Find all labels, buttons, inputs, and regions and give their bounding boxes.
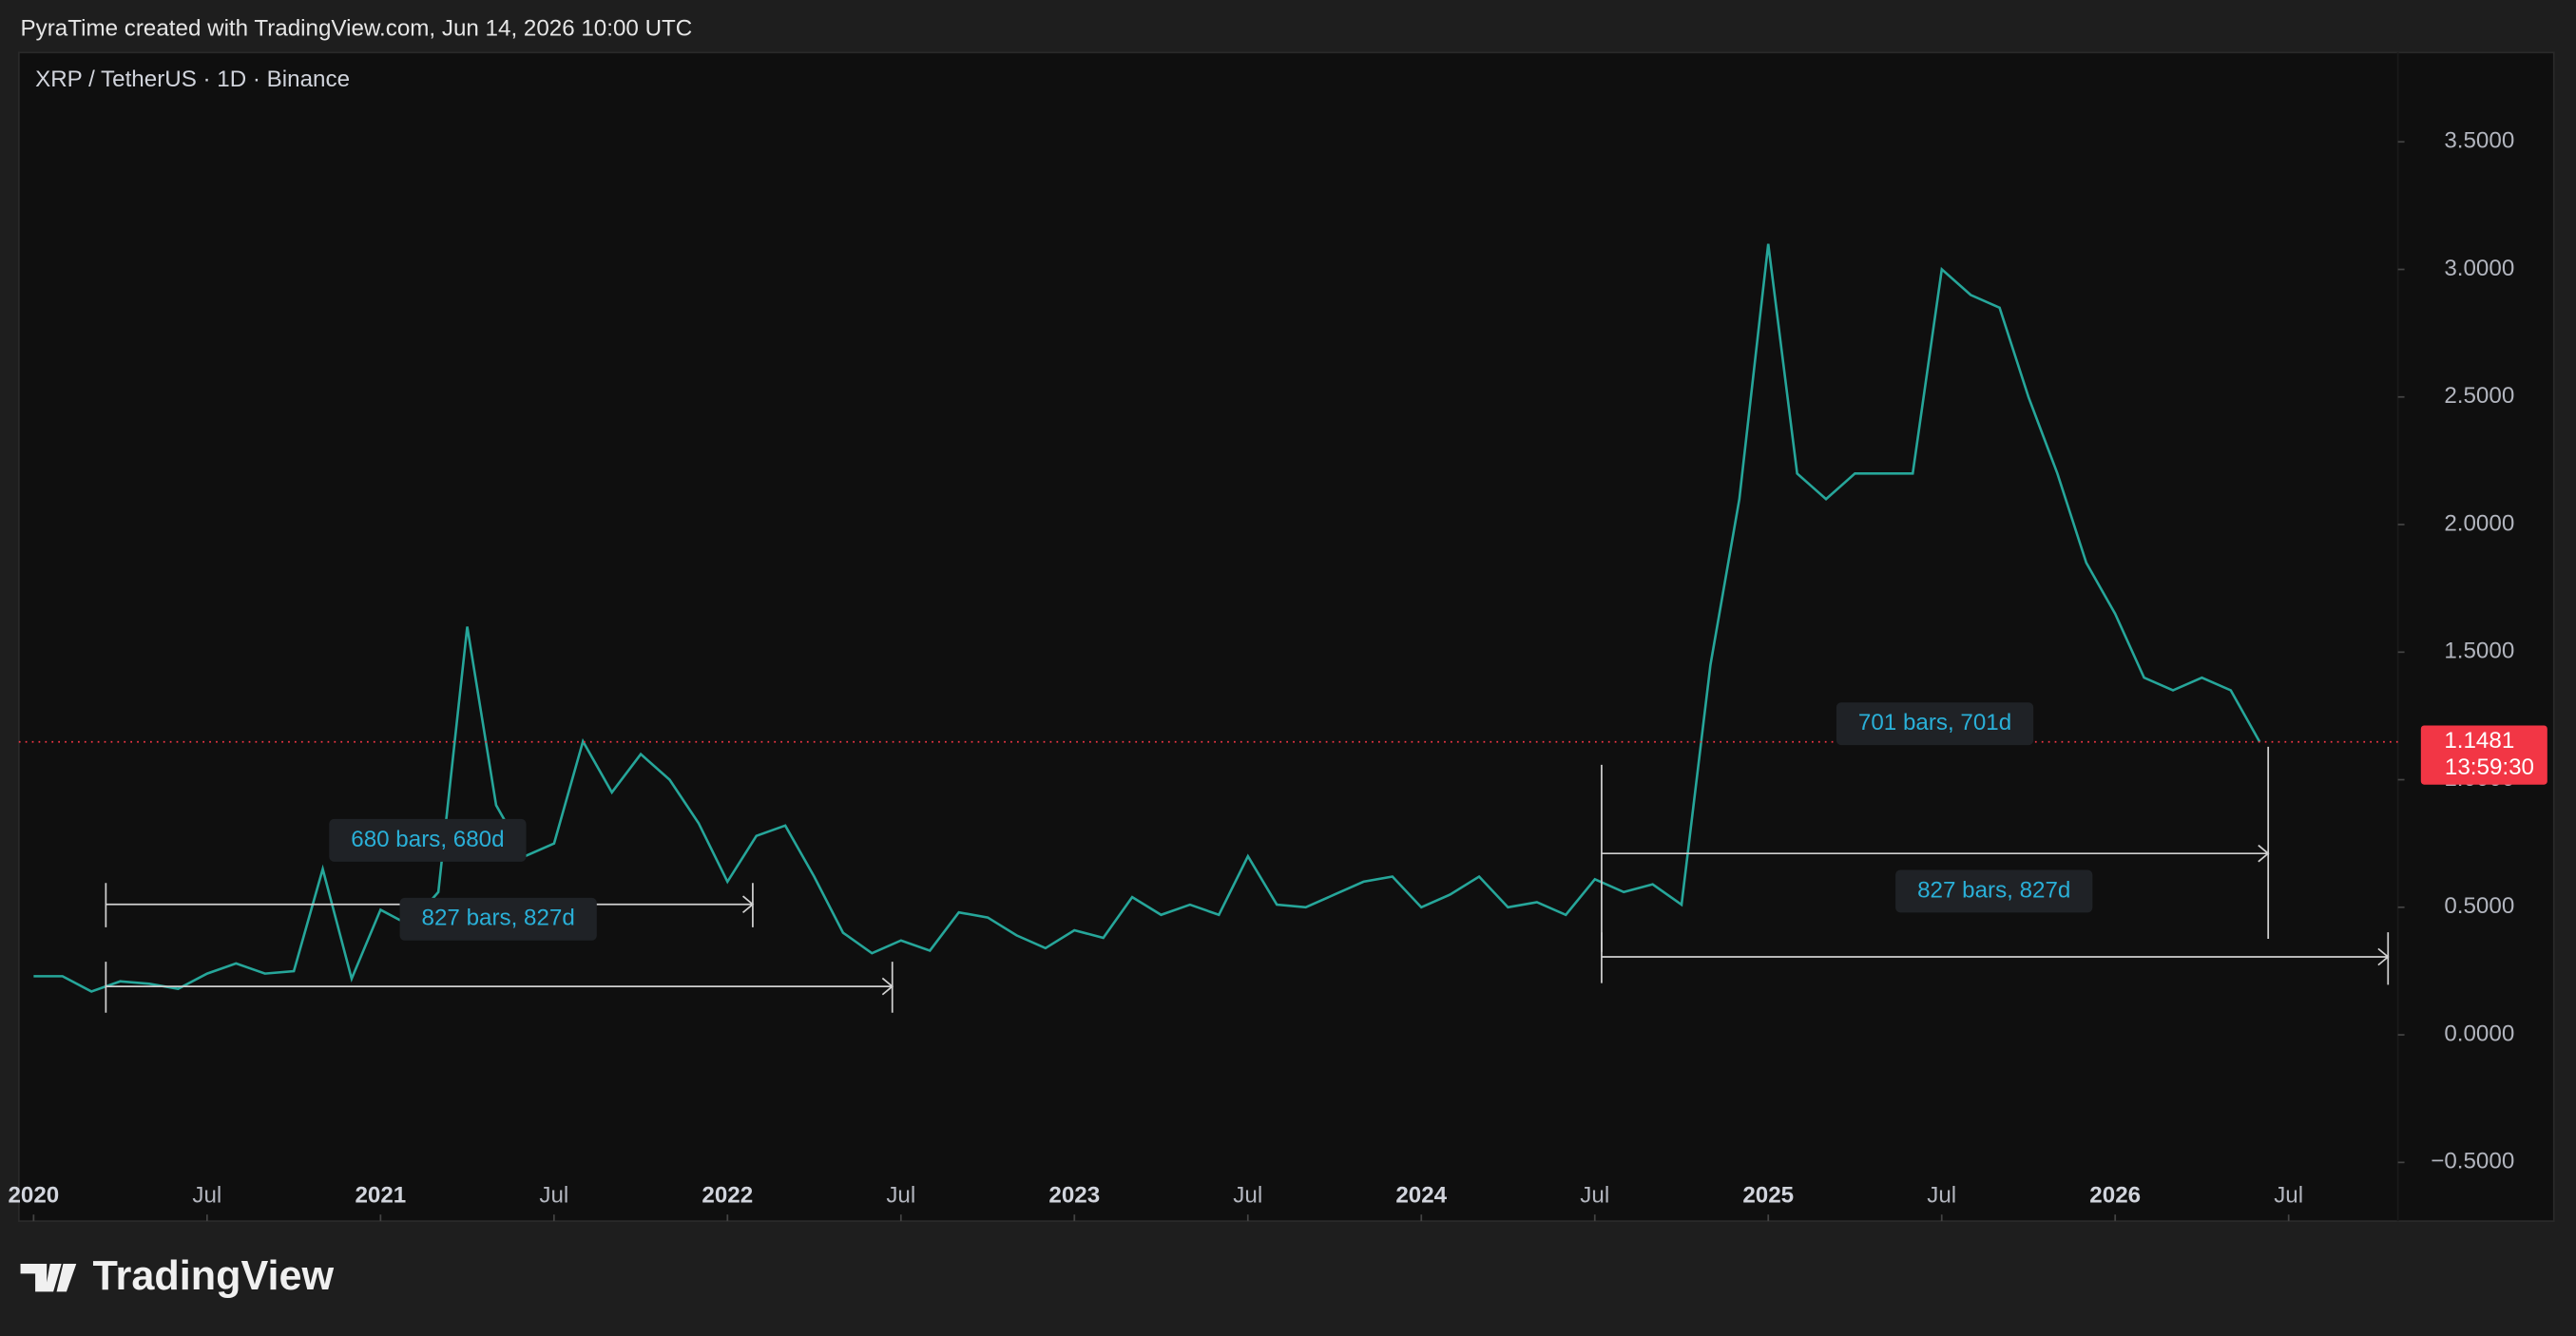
y-tick-label: −0.5000	[2431, 1149, 2514, 1174]
logo-text: TradingView	[93, 1253, 335, 1299]
annotation: 827 bars, 827d	[1917, 877, 2070, 903]
x-tick-label: Jul	[539, 1183, 568, 1209]
annotation: 827 bars, 827d	[422, 906, 575, 931]
y-tick-label: 0.0000	[2444, 1021, 2514, 1046]
x-tick-label: 2022	[702, 1183, 753, 1209]
price-tag	[2420, 725, 2547, 785]
x-tick-label: Jul	[1580, 1183, 1609, 1209]
logo-mark	[20, 1264, 77, 1292]
annotation-box	[1836, 702, 2034, 746]
price-tag-value: 1.1481	[2444, 728, 2514, 754]
logo: TradingView	[20, 1253, 335, 1299]
x-tick-label: Jul	[886, 1183, 915, 1209]
header-text: PyraTime created with TradingView.com, J…	[21, 15, 693, 41]
y-tick-label: 0.5000	[2444, 893, 2514, 919]
symbol-title: XRP / TetherUS · 1D · Binance	[35, 67, 350, 92]
x-tick-label: Jul	[1927, 1183, 1956, 1209]
y-tick-label: 2.5000	[2444, 383, 2514, 409]
x-tick-label: 2026	[2089, 1183, 2141, 1209]
annotation: 701 bars, 701d	[1858, 710, 2011, 735]
x-tick-label: 2023	[1048, 1183, 1100, 1209]
price-tag-countdown: 13:59:30	[2445, 754, 2534, 780]
x-tick-label: 2021	[355, 1183, 406, 1209]
annotation: 680 bars, 680d	[351, 827, 504, 852]
x-tick-label: Jul	[2274, 1183, 2303, 1209]
y-tick-label: 2.0000	[2444, 510, 2514, 536]
y-tick-label: 3.0000	[2444, 256, 2514, 281]
annotation-box	[399, 897, 597, 941]
annotation-box	[1895, 869, 2093, 913]
y-tick-label: 1.5000	[2444, 639, 2514, 664]
chart-pane	[17, 51, 2555, 1222]
y-tick-label: 3.5000	[2444, 128, 2514, 154]
x-tick-label: 2025	[1742, 1183, 1794, 1209]
annotation-box	[329, 818, 527, 862]
x-tick-label: 2024	[1395, 1183, 1447, 1209]
x-tick-label: Jul	[1233, 1183, 1262, 1209]
x-tick-label: Jul	[192, 1183, 221, 1209]
x-tick-label: 2020	[8, 1183, 59, 1209]
